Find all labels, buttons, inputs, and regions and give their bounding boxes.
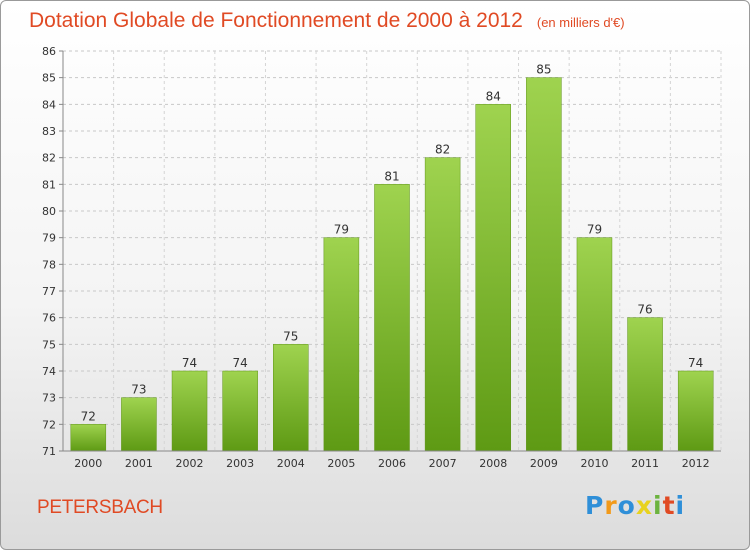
- data-label: 79: [587, 223, 602, 237]
- y-tick-label: 82: [42, 152, 56, 165]
- bar: [121, 397, 157, 452]
- bar: [222, 370, 258, 452]
- data-label: 81: [384, 169, 399, 183]
- y-tick-label: 74: [42, 365, 56, 378]
- data-label: 75: [283, 329, 298, 343]
- x-tick-label: 2008: [479, 457, 507, 470]
- x-tick-label: 2006: [378, 457, 406, 470]
- bar: [526, 77, 562, 452]
- bar: [374, 184, 410, 452]
- y-tick-label: 80: [42, 205, 56, 218]
- y-tick-label: 75: [42, 338, 56, 351]
- bar: [171, 370, 208, 452]
- data-label: 74: [688, 356, 703, 370]
- y-tick-label: 78: [42, 258, 56, 271]
- bar: [677, 370, 714, 452]
- x-tick-label: 2004: [277, 457, 305, 470]
- logo-letter: i: [675, 491, 686, 520]
- y-tick-label: 76: [42, 312, 56, 325]
- data-label: 72: [81, 409, 96, 423]
- proxiti-logo: Proxiti: [585, 491, 695, 527]
- axes: 71 72 73 74 75 76 77 78 79 80 81 82 83 84 85 86 2000 2001…: [42, 45, 721, 470]
- y-tick-label: 85: [42, 72, 56, 85]
- bar: [475, 104, 511, 452]
- logo-letter: x: [635, 491, 653, 520]
- logo-letter: i: [653, 491, 663, 520]
- unit-note: (en milliers d'€): [536, 15, 625, 30]
- x-tick-label: 2003: [226, 457, 254, 470]
- logo-letter: r: [604, 491, 618, 520]
- data-label: 73: [131, 383, 146, 397]
- logo-letter: t: [662, 491, 676, 520]
- x-tick-label: 2001: [125, 457, 153, 470]
- data-label: 74: [182, 356, 197, 370]
- x-tick-label: 2012: [682, 457, 710, 470]
- bar: [576, 237, 613, 452]
- data-label: 79: [334, 223, 349, 237]
- data-label: 84: [486, 89, 501, 103]
- x-tick-label: 2005: [327, 457, 355, 470]
- y-tick-label: 81: [42, 178, 56, 191]
- data-label: 74: [233, 356, 248, 370]
- y-tick-label: 71: [42, 445, 56, 458]
- y-tick-label: 72: [42, 418, 56, 431]
- logo-letter: o: [617, 491, 636, 520]
- x-tick-label: 2000: [74, 457, 102, 470]
- chart-title-text: Dotation Globale de Fonctionnement de 20…: [29, 9, 523, 32]
- data-label: 85: [536, 63, 551, 77]
- bar: [273, 344, 309, 452]
- x-tick-label: 2010: [580, 457, 608, 470]
- y-tick-label: 83: [42, 125, 56, 138]
- y-tick-label: 84: [42, 98, 56, 111]
- data-label: 76: [637, 303, 652, 317]
- x-tick-label: 2009: [530, 457, 558, 470]
- y-tick-label: 79: [42, 232, 56, 245]
- y-tick-label: 86: [42, 45, 56, 58]
- chart-title: Dotation Globale de Fonctionnement de 20…: [29, 9, 625, 33]
- x-tick-label: 2011: [631, 457, 659, 470]
- bar: [627, 317, 663, 452]
- bars: 72 73 74 74 75 79 81 82 84 85 79 76 74: [70, 63, 714, 452]
- y-tick-label: 77: [42, 285, 56, 298]
- x-tick-label: 2002: [176, 457, 204, 470]
- logo-letter: P: [585, 491, 605, 520]
- commune-name: PETERSBACH: [37, 497, 163, 518]
- x-tick-label: 2007: [429, 457, 457, 470]
- bar: [424, 157, 461, 452]
- data-label: 82: [435, 143, 450, 157]
- y-tick-label: 73: [42, 392, 56, 405]
- bar: [70, 424, 107, 452]
- bar: [323, 237, 360, 452]
